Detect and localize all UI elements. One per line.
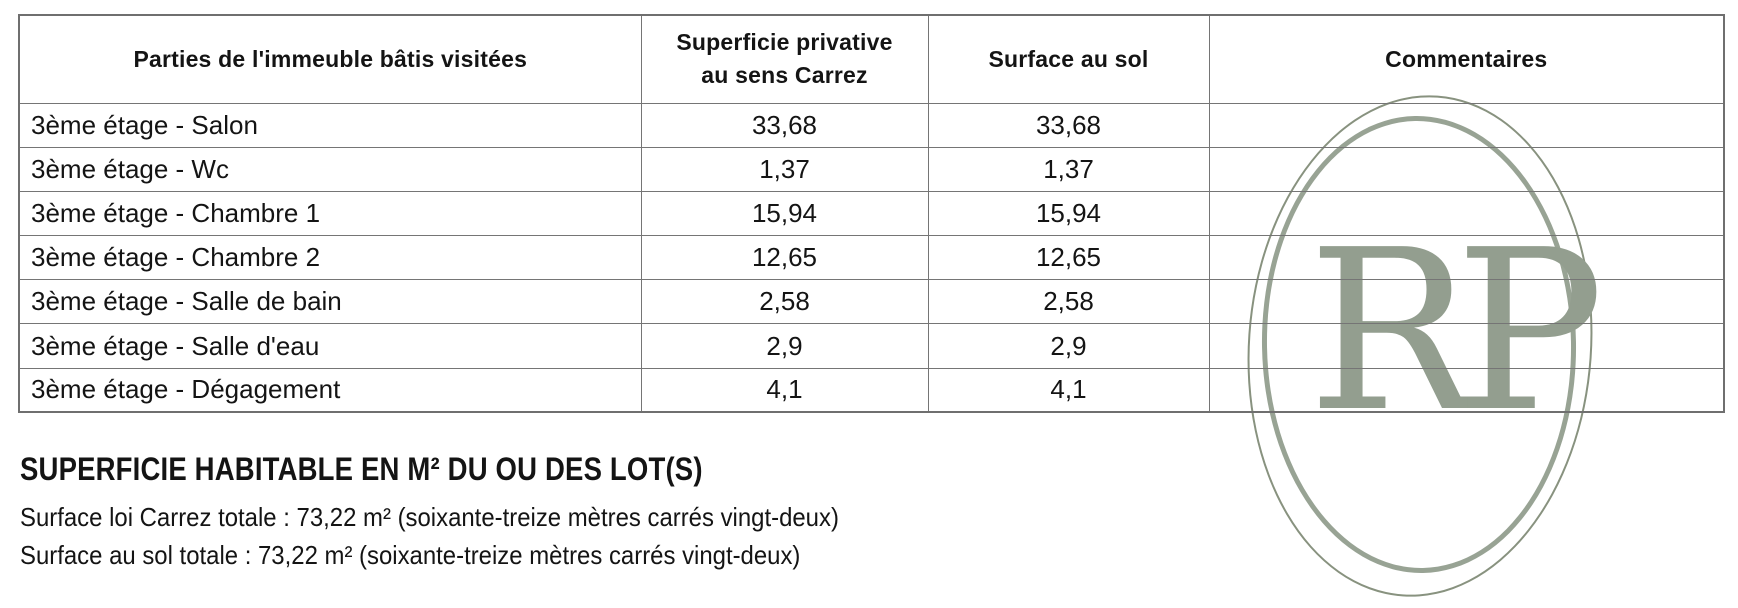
- cell-part-label: 3ème étage - Salon: [18, 102, 642, 148]
- carrez-total-line: Surface loi Carrez totale : 73,22 m² (so…: [20, 502, 839, 532]
- header-superficie-carrez: Superficie privative au sens Carrez: [640, 14, 929, 104]
- cell-carrez-value: 2,9: [640, 323, 929, 369]
- cell-carrez-value: 15,94: [640, 190, 929, 237]
- header-parties: Parties de l'immeuble bâtis visitées: [18, 14, 642, 104]
- cell-comment: [1208, 235, 1725, 281]
- table-header-row: Parties de l'immeuble bâtis visitées Sup…: [18, 14, 1725, 104]
- cell-sol-value: 1,37: [927, 146, 1210, 192]
- cell-carrez-value: 1,37: [640, 146, 929, 192]
- cell-comment: [1208, 190, 1725, 237]
- cell-comment: [1208, 279, 1725, 325]
- cell-carrez-value: 33,68: [640, 102, 929, 148]
- cell-comment: [1208, 102, 1725, 148]
- cell-sol-value: 4,1: [927, 367, 1210, 413]
- measurement-table: Parties de l'immeuble bâtis visitées Sup…: [18, 14, 1725, 414]
- sol-total-line: Surface au sol totale : 73,22 m² (soixan…: [20, 540, 801, 570]
- cell-sol-value: 33,68: [927, 102, 1210, 148]
- cell-part-label: 3ème étage - Salle d'eau: [18, 323, 642, 369]
- table-row: 3ème étage - Salon 33,68 33,68: [18, 102, 1725, 148]
- cell-comment: [1208, 323, 1725, 369]
- table-row: 3ème étage - Salle d'eau 2,9 2,9: [18, 323, 1725, 369]
- cell-sol-value: 15,94: [927, 190, 1210, 237]
- summary-section: SUPERFICIE HABITABLE EN M² DU OU DES LOT…: [20, 451, 910, 574]
- cell-carrez-value: 2,58: [640, 279, 929, 325]
- cell-sol-value: 12,65: [927, 235, 1210, 281]
- header-surface-sol: Surface au sol: [927, 14, 1210, 104]
- cell-part-label: 3ème étage - Chambre 2: [18, 235, 642, 281]
- table-row: 3ème étage - Wc 1,37 1,37: [18, 146, 1725, 192]
- table-row: 3ème étage - Chambre 1 15,94 15,94: [18, 190, 1725, 237]
- cell-part-label: 3ème étage - Salle de bain: [18, 279, 642, 325]
- cell-sol-value: 2,58: [927, 279, 1210, 325]
- cell-part-label: 3ème étage - Chambre 1: [18, 190, 642, 237]
- table-row: 3ème étage - Chambre 2 12,65 12,65: [18, 235, 1725, 281]
- cell-comment: [1208, 146, 1725, 192]
- cell-part-label: 3ème étage - Dégagement: [18, 367, 642, 413]
- header-commentaires: Commentaires: [1208, 14, 1725, 104]
- table-row: 3ème étage - Dégagement 4,1 4,1: [18, 367, 1725, 413]
- cell-carrez-value: 4,1: [640, 367, 929, 413]
- cell-part-label: 3ème étage - Wc: [18, 146, 642, 192]
- summary-heading: SUPERFICIE HABITABLE EN M² DU OU DES LOT…: [20, 451, 703, 487]
- cell-sol-value: 2,9: [927, 323, 1210, 369]
- table-row: 3ème étage - Salle de bain 2,58 2,58: [18, 279, 1725, 325]
- cell-carrez-value: 12,65: [640, 235, 929, 281]
- cell-comment: [1208, 367, 1725, 413]
